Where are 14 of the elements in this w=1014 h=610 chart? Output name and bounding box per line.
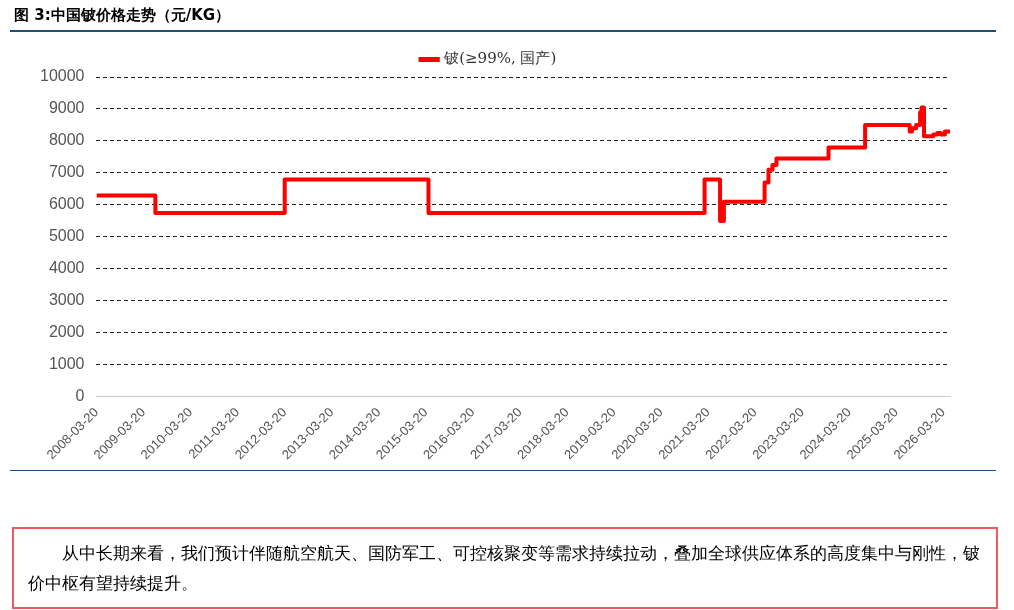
y-tick-label: 0 [75, 387, 85, 405]
y-tick-label: 8000 [48, 131, 85, 149]
y-tick-label: 6000 [48, 195, 85, 213]
y-tick-label: 4000 [48, 259, 85, 277]
y-tick-label: 3000 [48, 291, 85, 309]
text: 从中长期来看，我们预计伴随航空航天、国防军工、可控核聚变等需求持续拉动，叠加全球供应体系的高度集中与刚性，铍价中枢有望持续提升。 [12, 527, 998, 609]
y-tick-label: 9000 [48, 99, 85, 117]
y-tick-label: 1000 [48, 355, 85, 373]
y-tick-label: 2000 [48, 323, 85, 341]
legend-label: 铍(≥99%, 国产) [443, 49, 557, 68]
y-tick-label: 7000 [48, 163, 85, 181]
y-tick-label: 5000 [48, 227, 85, 245]
y-tick-label: 10000 [39, 67, 85, 85]
chart-title: 图 3:中国铍价格走势（元/KG） [14, 6, 231, 25]
